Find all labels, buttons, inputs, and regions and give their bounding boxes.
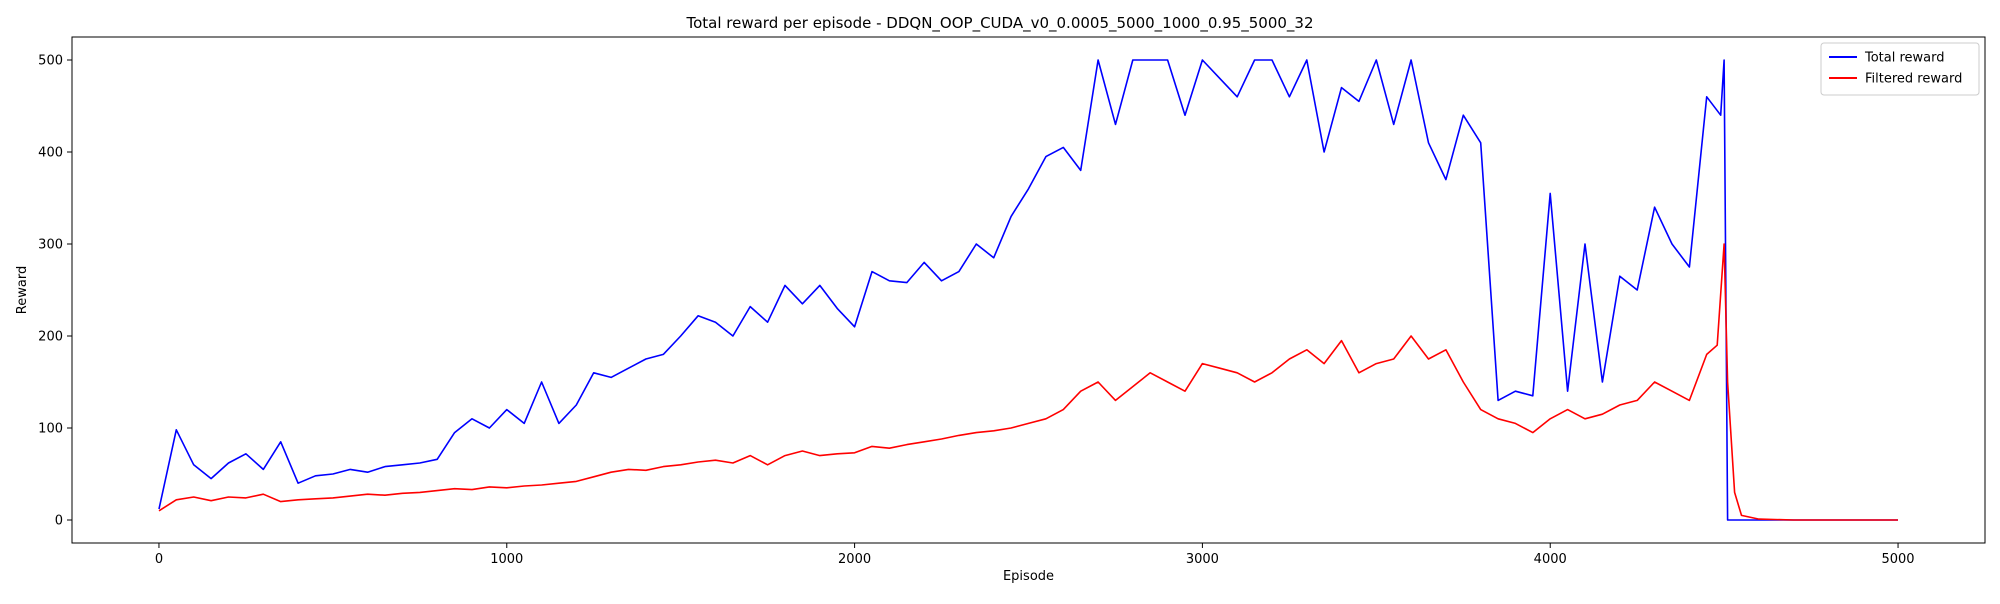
- x-tick-label: 3000: [1186, 552, 1219, 567]
- y-axis-label: Reward: [15, 266, 30, 314]
- x-tick-label: 5000: [1881, 552, 1914, 567]
- x-tick-label: 2000: [838, 552, 871, 567]
- x-tick-label: 0: [155, 552, 163, 567]
- x-tick-label: 1000: [490, 552, 523, 567]
- series-line-total-reward: [158, 59, 1898, 521]
- legend-box: [1820, 42, 1980, 96]
- series-line-filtered-reward: [158, 243, 1898, 521]
- legend-label: Total reward: [1864, 51, 1945, 66]
- chart-title: Total reward per episode - DDQN_OOP_CUDA…: [685, 14, 1313, 33]
- chart-legend: Total reward Filtered reward: [1820, 42, 1980, 96]
- y-tick-label: 400: [38, 146, 63, 161]
- y-tick-label: 100: [38, 422, 63, 437]
- y-tick-label: 0: [55, 514, 63, 529]
- legend-label: Filtered reward: [1865, 72, 1962, 87]
- x-axis-label: Episode: [1003, 569, 1054, 584]
- y-tick-label: 300: [38, 238, 63, 253]
- y-tick-label: 500: [38, 54, 63, 69]
- plot-area-frame: [71, 36, 1986, 544]
- x-tick-label: 4000: [1534, 552, 1567, 567]
- y-tick-label: 200: [38, 330, 63, 345]
